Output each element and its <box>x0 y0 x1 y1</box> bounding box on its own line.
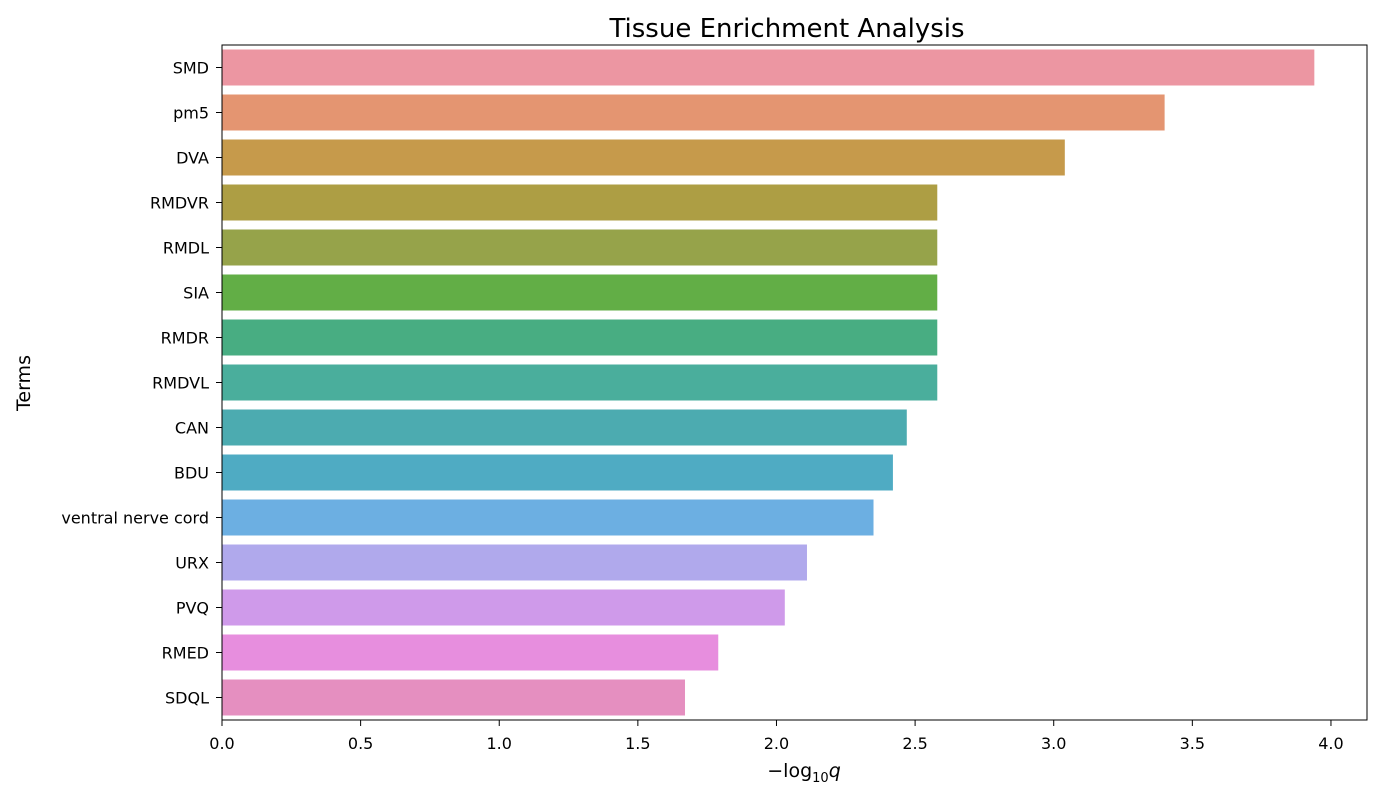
x-axis-title-variable: q <box>829 760 841 782</box>
x-axis-title: −log10q <box>767 760 841 786</box>
x-tick-label: 1.5 <box>625 734 650 753</box>
x-tick-label: 4.0 <box>1318 734 1343 753</box>
y-tick-label: BDU <box>174 464 209 483</box>
y-tick-label: CAN <box>175 419 209 438</box>
x-tick-label: 3.0 <box>1041 734 1066 753</box>
x-tick-label: 2.0 <box>764 734 789 753</box>
bar <box>222 544 807 581</box>
y-axis-title: Terms <box>13 355 35 412</box>
y-tick-label: SMD <box>173 59 209 78</box>
bar <box>222 139 1065 176</box>
bar <box>222 229 938 266</box>
y-tick-label: DVA <box>176 149 209 168</box>
x-tick-label: 2.5 <box>902 734 927 753</box>
bar <box>222 274 938 311</box>
bar <box>222 184 938 221</box>
bar <box>222 499 874 536</box>
x-tick-label: 1.0 <box>487 734 512 753</box>
y-tick-label: RMDVL <box>152 374 209 393</box>
bar <box>222 589 785 626</box>
y-tick-label: SDQL <box>165 689 209 708</box>
bars-group <box>222 49 1315 716</box>
y-tick-label: PVQ <box>176 599 209 618</box>
bar <box>222 634 719 671</box>
y-tick-label: pm5 <box>173 104 209 123</box>
y-tick-label: URX <box>175 554 209 573</box>
y-tick-label: RMDL <box>163 239 209 258</box>
x-tick-label: 3.5 <box>1180 734 1205 753</box>
chart-title: Tissue Enrichment Analysis <box>608 14 964 44</box>
bar <box>222 454 893 491</box>
y-tick-label: RMDR <box>161 329 209 348</box>
x-axis-title-main: −log <box>767 760 812 782</box>
y-axis-ticks: SMD pm5 DVA RMDVR RMDL SIA RMDR RMDVL CAN BDU vent… <box>61 59 222 708</box>
bar <box>222 94 1165 131</box>
x-axis-ticks: 0.0 0.5 1.0 1.5 2.0 2.5 3.0 3.5 4.0 <box>209 720 1344 753</box>
x-tick-label: 0.0 <box>209 734 234 753</box>
bar <box>222 409 907 446</box>
bar <box>222 319 938 356</box>
bar <box>222 364 938 401</box>
y-tick-label: RMDVR <box>150 194 209 213</box>
bar <box>222 679 685 716</box>
x-tick-label: 0.5 <box>348 734 373 753</box>
bar <box>222 49 1315 86</box>
y-tick-label: ventral nerve cord <box>61 509 209 528</box>
x-axis-title-subscript: 10 <box>812 771 829 786</box>
y-tick-label: RMED <box>162 644 209 663</box>
y-tick-label: SIA <box>183 284 209 303</box>
